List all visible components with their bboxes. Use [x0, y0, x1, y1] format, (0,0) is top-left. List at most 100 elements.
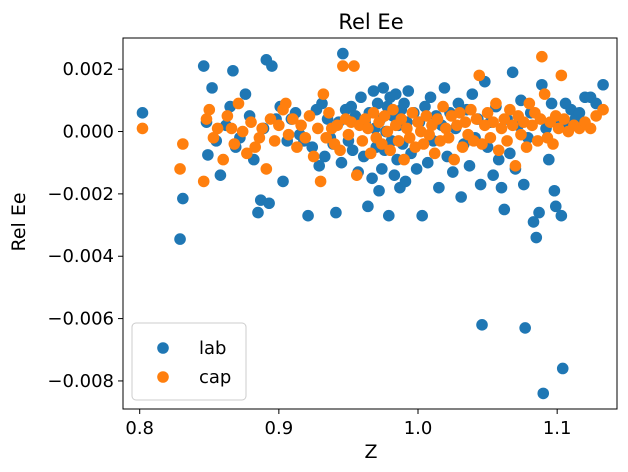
points-layer — [136, 47, 609, 400]
point-lab-42 — [335, 156, 348, 169]
point-cap-61 — [392, 135, 405, 147]
point-lab-47 — [346, 144, 359, 157]
point-cap-107 — [520, 141, 533, 153]
point-lab-56 — [367, 85, 380, 97]
point-lab-17 — [252, 206, 264, 219]
point-cap-65 — [403, 131, 416, 144]
point-lab-3 — [197, 60, 210, 72]
point-cap-4 — [200, 113, 213, 125]
point-lab-119 — [506, 66, 519, 79]
point-cap-39 — [331, 119, 344, 132]
point-lab-135 — [548, 184, 561, 197]
point-lab-67 — [382, 209, 395, 222]
point-cap-57 — [381, 125, 394, 138]
point-lab-22 — [266, 60, 278, 72]
point-lab-107 — [474, 178, 487, 191]
x-tick-label: 1.0 — [404, 418, 433, 439]
point-lab-144 — [573, 107, 586, 119]
point-lab-2 — [177, 192, 189, 205]
point-cap-63 — [398, 153, 410, 166]
point-cap-58 — [384, 144, 396, 157]
point-lab-25 — [277, 175, 289, 188]
point-cap-68 — [412, 116, 424, 128]
point-cap-79 — [442, 131, 455, 144]
point-cap-48 — [356, 135, 369, 147]
point-lab-72 — [389, 88, 402, 100]
point-cap-50 — [362, 122, 374, 135]
point-lab-60 — [373, 184, 385, 197]
point-lab-133 — [543, 153, 555, 166]
point-lab-35 — [316, 97, 328, 110]
point-cap-34 — [317, 88, 330, 100]
point-cap-8 — [217, 153, 229, 166]
point-lab-79 — [399, 175, 412, 188]
point-cap-12 — [232, 97, 245, 110]
point-lab-131 — [537, 387, 550, 400]
y-tick-label: −0.008 — [47, 371, 114, 392]
point-lab-1 — [174, 233, 186, 245]
point-cap-90 — [473, 69, 486, 82]
point-lab-63 — [377, 82, 390, 94]
point-lab-97 — [447, 166, 459, 178]
point-lab-59 — [371, 97, 384, 110]
y-tick-label: −0.004 — [47, 246, 114, 267]
point-cap-98 — [495, 122, 508, 135]
point-cap-119 — [552, 122, 565, 135]
point-cap-35 — [320, 131, 332, 144]
point-lab-40 — [330, 206, 342, 219]
point-cap-7 — [211, 122, 224, 135]
point-lab-71 — [388, 169, 401, 181]
point-cap-21 — [268, 135, 281, 147]
point-lab-21 — [263, 197, 275, 210]
y-tick-label: 0.002 — [62, 59, 114, 80]
point-cap-85 — [459, 116, 472, 128]
point-lab-0 — [136, 107, 149, 119]
point-cap-26 — [286, 113, 299, 125]
point-lab-14 — [239, 88, 252, 100]
point-cap-51 — [364, 147, 377, 160]
point-cap-24 — [280, 97, 292, 110]
point-lab-103 — [463, 160, 476, 172]
point-cap-121 — [558, 113, 570, 125]
legend-box — [131, 322, 247, 401]
point-cap-55 — [376, 138, 388, 150]
point-cap-66 — [406, 107, 419, 119]
point-cap-56 — [378, 110, 391, 122]
x-axis-ticks: 0.8 0.9 1.0 1.1 — [125, 409, 571, 439]
point-lab-128 — [530, 231, 543, 244]
point-lab-112 — [487, 169, 499, 181]
point-lab-32 — [306, 141, 319, 153]
point-cap-14 — [241, 147, 253, 160]
point-cap-16 — [249, 141, 261, 153]
point-cap-75 — [431, 113, 444, 125]
point-lab-31 — [302, 209, 314, 222]
point-cap-31 — [307, 150, 320, 163]
plot-area-frame — [122, 37, 618, 410]
point-cap-128 — [597, 103, 609, 116]
point-cap-29 — [299, 131, 312, 144]
point-cap-27 — [291, 141, 303, 153]
point-lab-123 — [517, 178, 530, 191]
point-cap-41 — [337, 60, 349, 72]
point-cap-18 — [256, 122, 268, 135]
point-cap-108 — [523, 97, 536, 110]
point-cap-46 — [350, 169, 363, 181]
point-cap-109 — [526, 119, 538, 132]
point-cap-84 — [456, 141, 469, 153]
point-cap-113 — [536, 50, 548, 63]
point-lab-139 — [556, 362, 569, 375]
x-tick-label: 0.9 — [265, 418, 294, 439]
y-tick-label: −0.006 — [47, 309, 114, 330]
point-lab-43 — [337, 47, 349, 60]
point-cap-111 — [531, 135, 544, 147]
point-lab-104 — [466, 88, 479, 100]
point-cap-36 — [323, 107, 335, 119]
point-cap-95 — [487, 116, 499, 128]
point-lab-50 — [355, 91, 367, 104]
point-lab-86 — [416, 209, 428, 222]
y-tick-label: 0.000 — [62, 122, 114, 143]
point-cap-83 — [453, 107, 466, 119]
point-cap-59 — [387, 103, 399, 116]
point-lab-124 — [519, 322, 531, 334]
point-lab-134 — [545, 97, 558, 110]
